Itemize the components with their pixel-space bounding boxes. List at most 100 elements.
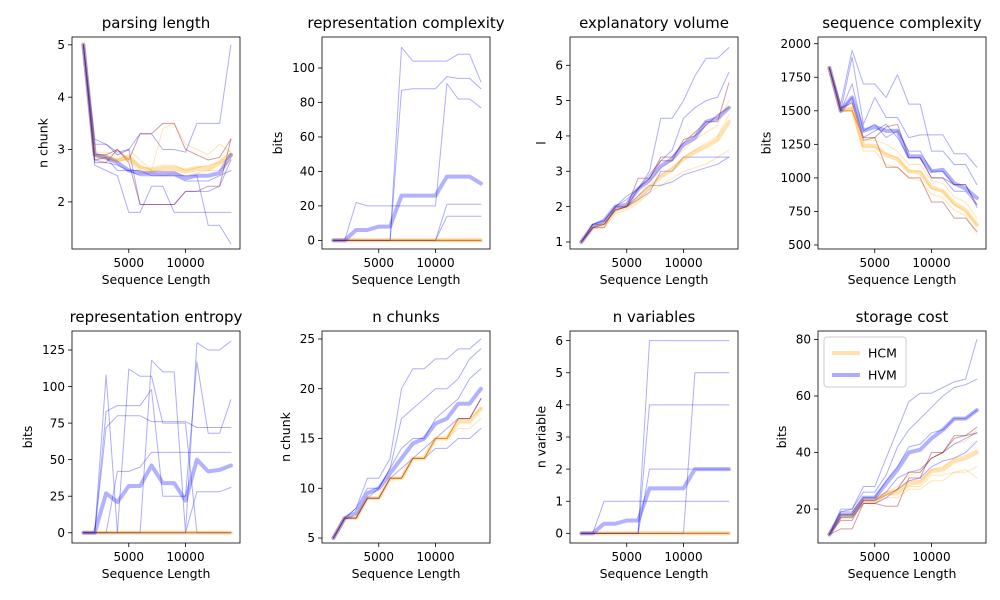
subplot-storage-cost: 5000 10000 20 40 60 80 storage cost Sequence Le… (774, 308, 987, 581)
y-tick-label: 25 (300, 332, 315, 346)
y-tick-label: 40 (300, 165, 315, 179)
x-axis-label: Sequence Length (600, 272, 709, 287)
y-tick-label: 5 (555, 94, 563, 108)
x-tick-label: 10000 (912, 550, 950, 564)
hvm-run-line-0 (580, 47, 730, 243)
hvm-run-line-1 (332, 348, 482, 539)
x-tick-label: 5000 (859, 550, 890, 564)
y-axis-label: bits (20, 426, 35, 449)
hcm-run-line-2 (580, 149, 730, 243)
hvm-run-line-3 (580, 156, 730, 243)
y-tick-label: 1000 (780, 171, 811, 185)
y-tick-label: 1 (555, 494, 563, 508)
legend-box (823, 336, 907, 388)
axes-frame (321, 330, 491, 544)
hvm-run-line-2 (828, 67, 978, 208)
hcm-run-line-0 (332, 418, 482, 539)
hvm-run-line-1 (580, 372, 730, 534)
y-tick-label: 20 (300, 199, 315, 213)
y-tick-label: 3 (555, 164, 563, 178)
hvm-mean-line (827, 65, 979, 200)
hvm-run-line-2 (82, 44, 232, 205)
hvm-run-line-3 (82, 44, 232, 153)
x-tick-label: 5000 (113, 256, 144, 270)
x-axis-label: Sequence Length (102, 272, 211, 287)
y-axis-label: n chunk (35, 117, 50, 168)
subplot-n-chunks: 5000 10000 5 10 15 20 25 n chunks Sequence Lengt… (278, 308, 491, 581)
y-axis-label: l (533, 141, 548, 144)
hcm-run-line-0 (828, 67, 978, 226)
hvm-run-line-3 (82, 361, 232, 534)
axes-frame (817, 330, 987, 544)
hcm-run-line-1 (82, 44, 232, 171)
series-lines (331, 338, 483, 540)
x-axis-label: Sequence Length (352, 566, 461, 581)
subplot-title: representation entropy (70, 308, 243, 326)
x-tick-label: 5000 (113, 550, 144, 564)
hvm-run-line-4 (332, 215, 482, 241)
x-tick-label: 10000 (664, 256, 702, 270)
y-tick-label: 3 (555, 430, 563, 444)
y-tick-label: 4 (555, 129, 563, 143)
y-tick-label: 1250 (780, 138, 811, 152)
x-axis-label: Sequence Length (600, 566, 709, 581)
subplot-title: n variables (613, 308, 696, 326)
hvm-run-line-1 (82, 44, 232, 245)
hcm-run-line-0 (82, 44, 232, 174)
hcm-mean-line (827, 65, 979, 227)
hvm-run-line-1 (828, 56, 978, 168)
overlap-run-line-0 (82, 44, 232, 205)
subplot-title: explanatory volume (579, 14, 729, 32)
y-tick-label: 4 (57, 90, 65, 104)
y-tick-label: 0 (555, 527, 563, 541)
axes-frame (569, 36, 739, 250)
x-axis-label: Sequence Length (352, 272, 461, 287)
x-tick-label: 10000 (912, 256, 950, 270)
x-tick-label: 10000 (416, 550, 454, 564)
y-tick-label: 2 (555, 200, 563, 214)
legend-label-hvm: HVM (868, 368, 897, 383)
hvm-run-line-4 (828, 440, 978, 535)
y-tick-label: 1750 (780, 70, 811, 84)
y-tick-label: 25 (50, 489, 65, 503)
y-tick-label: 100 (42, 380, 65, 394)
overlap-run-line-1 (580, 107, 730, 243)
y-tick-label: 100 (292, 61, 315, 75)
y-tick-label: 50 (50, 453, 65, 467)
hcm-run-line-1 (828, 67, 978, 219)
hcm-run-line-1 (828, 449, 978, 535)
series-lines (81, 42, 233, 245)
subplot-sequence-complexity: 5000 10000 500 750 1000 1250 1500 1750 2000 seque… (759, 14, 987, 287)
hvm-mean-line (81, 457, 233, 535)
y-tick-label: 4 (555, 398, 563, 412)
y-tick-label: 5 (307, 531, 315, 545)
y-tick-label: 75 (50, 416, 65, 430)
series-lines (81, 340, 233, 535)
y-tick-label: 2 (555, 462, 563, 476)
y-tick-label: 2 (57, 195, 65, 209)
hvm-run-line-4 (82, 451, 232, 534)
y-tick-label: 5 (555, 366, 563, 380)
hvm-run-line-3 (332, 398, 482, 539)
hvm-run-line-2 (580, 404, 730, 534)
hcm-run-line-2 (828, 469, 978, 535)
axes-frame (321, 36, 491, 250)
hvm-mean-line (331, 386, 483, 540)
subplot-title: representation complexity (307, 14, 504, 32)
y-axis-label: n chunk (278, 411, 293, 462)
series-lines (331, 46, 483, 243)
y-tick-label: 125 (42, 343, 65, 357)
series-lines (827, 339, 979, 537)
subplot-title: n chunks (372, 308, 440, 326)
axes-frame (817, 36, 987, 250)
overlap-run-line-1 (828, 67, 978, 233)
overlap-run-line-1 (82, 44, 232, 161)
hcm-mean-line (827, 450, 979, 537)
subplot-representation-complexity: 5000 10000 0 20 40 60 80 100 representation comp… (270, 14, 505, 287)
hvm-run-line-3 (332, 203, 482, 241)
x-tick-label: 10000 (166, 256, 204, 270)
subplot-parsing-length: 5000 10000 2 3 4 5 parsing length Sequence Leng… (35, 14, 241, 287)
subplot-title: sequence complexity (822, 14, 982, 32)
